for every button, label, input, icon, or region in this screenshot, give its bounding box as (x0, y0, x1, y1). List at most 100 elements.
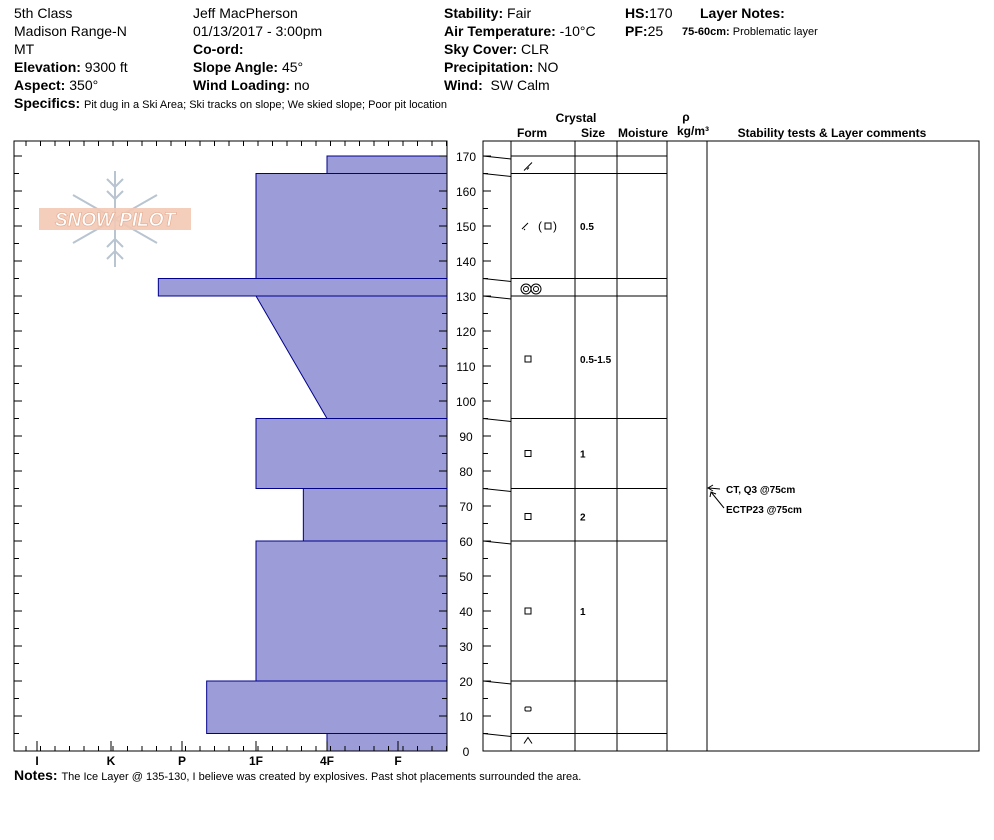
glyph-circle (530, 283, 542, 295)
glyph-stroke (523, 162, 533, 171)
rounding-faceted-icon (524, 706, 532, 712)
glyph-circle (520, 283, 532, 295)
hardness-label: F (394, 754, 401, 768)
notes-text: The Ice Layer @ 135-130, I believe was c… (61, 771, 582, 783)
pf-row: PF:25 (625, 22, 672, 40)
size-header: Size (581, 126, 605, 140)
glyph-text: ) (553, 219, 557, 233)
notes-label: Notes: (14, 767, 58, 783)
depth-label: 60 (459, 535, 473, 549)
decomposing-faceted--icon: () (521, 219, 557, 233)
arrow-head-icon (707, 484, 714, 492)
grain-size: 2 (580, 513, 586, 524)
header-col-5: Layer Notes: (700, 4, 785, 22)
grain-size: 1 (580, 450, 586, 461)
air-temp-row: Air Temperature: -10°C (444, 22, 596, 40)
specifics-label: Specifics: (14, 95, 81, 111)
hardness-label: P (178, 754, 186, 768)
depth-axis-labels: 0 10 20 30 40 50 60 70 80 90 100 110 120 130 140 150 160… (456, 150, 476, 759)
state: MT (14, 41, 35, 57)
pf-value: 25 (647, 23, 664, 39)
glyph-square (544, 222, 552, 230)
layer-connector-line (482, 173, 512, 177)
layer-connector-line (482, 733, 512, 737)
stability-row: Stability: Fair (444, 4, 596, 22)
wind-value: SW Calm (490, 77, 550, 93)
aspect-value: 350° (69, 77, 99, 93)
layer-sizes: 0.5 0.5-1.5 1 2 1 (580, 222, 612, 618)
layer-connector-line (482, 295, 512, 300)
depth-label: 30 (459, 640, 473, 654)
wind-row: Wind: SW Calm (444, 76, 596, 94)
depth-label: 130 (456, 290, 476, 304)
glyph-stroke (526, 167, 530, 170)
hardness-plot-frame (13, 140, 448, 752)
slope-value: 45° (281, 59, 304, 75)
stability-test-1: CT, Q3 @75cm (726, 485, 795, 496)
layer-connector-line (482, 155, 512, 160)
layer-connector-line (482, 278, 512, 282)
precip-label: Precipitation: (444, 59, 534, 75)
depth-label: 170 (456, 150, 476, 164)
depth-label: 150 (456, 220, 476, 234)
wind-loading-value: no (293, 77, 310, 93)
stability-value: Fair (507, 5, 532, 21)
layer-connector-line (482, 540, 512, 545)
hardness-profile (157, 155, 448, 752)
specifics-text: Pit dug in a Ski Area; Ski tracks on slo… (84, 99, 448, 111)
stability-header: Stability tests & Layer comments (738, 126, 927, 140)
logo-banner (39, 208, 191, 230)
range-name: Madison Range-N (14, 23, 127, 39)
layer-symbols: () (520, 162, 557, 744)
stability-arrow-1 (708, 487, 721, 490)
precip-row: Precipitation: NO (444, 58, 596, 76)
layer-connector-line (482, 680, 512, 685)
depth-label: 50 (459, 570, 473, 584)
stability-test-2: ECTP23 @75cm (726, 505, 802, 516)
aspect-label: Aspect: (14, 77, 66, 93)
slope-label: Slope Angle: (193, 59, 279, 75)
hs-value: 170 (649, 5, 673, 21)
hardness-axis: I K P 1F 4F F (25, 141, 447, 768)
stability-test-annotations: CT, Q3 @75cm ECTP23 @75cm (707, 484, 802, 516)
grain-size: 1 (580, 607, 586, 618)
density-unit-header: kg/m³ (677, 124, 709, 138)
glyph-square (524, 706, 532, 712)
ice-icon (520, 283, 542, 295)
rho-header: ρ (682, 110, 689, 124)
elevation-label: Elevation: (14, 59, 81, 75)
snowpilot-logo: SNOW PILOT (39, 171, 191, 267)
grain-size: 0.5-1.5 (580, 355, 612, 366)
glyph-caret (523, 736, 533, 744)
depth-label: 0 (463, 745, 470, 759)
layer-connector-line (482, 488, 512, 492)
depth-label: 120 (456, 325, 476, 339)
wind-loading-row: Wind Loading: no (193, 76, 322, 94)
elevation-value: 9300 ft (84, 59, 128, 75)
sky-row: Sky Cover: CLR (444, 40, 596, 58)
slope-row: Slope Angle: 45° (193, 58, 322, 76)
faceted-icon (524, 450, 532, 457)
sky-label: Sky Cover: (444, 41, 518, 57)
layer-notes-label: Layer Notes: (700, 5, 785, 21)
header-col-2: Jeff MacPherson 01/13/2017 - 3:00pm Co-o… (193, 4, 322, 94)
header-col-1: 5th Class Madison Range-N MT Elevation: … (14, 4, 128, 94)
depth-label: 90 (459, 430, 473, 444)
glyph-text: ( (538, 219, 542, 233)
layer-note-row: 75-60cm: Problematic layer (682, 23, 818, 41)
layer-connector-line (482, 418, 512, 422)
depth-label: 110 (456, 360, 475, 374)
aspect-row: Aspect: 350° (14, 76, 128, 94)
header-col-3: Stability: Fair Air Temperature: -10°C S… (444, 4, 596, 94)
glyph-stroke (521, 222, 529, 230)
precip-value: NO (537, 59, 559, 75)
arrow-head-icon (709, 491, 717, 498)
faceted-icon (524, 355, 532, 363)
depth-label: 20 (459, 675, 473, 689)
layer-table-frame (482, 140, 980, 752)
faceted-icon (524, 607, 532, 615)
layer-boundaries (482, 155, 667, 737)
notes-row: Notes: The Ice Layer @ 135-130, I believ… (14, 766, 581, 786)
glyph-square (524, 355, 532, 363)
